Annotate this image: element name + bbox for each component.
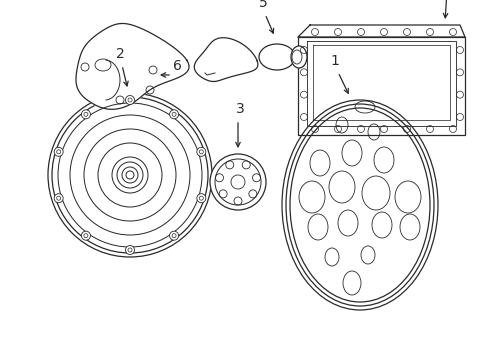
Circle shape [169, 231, 178, 240]
Circle shape [54, 147, 63, 156]
Text: 6: 6 [172, 59, 181, 73]
Circle shape [54, 194, 63, 203]
Circle shape [125, 95, 134, 104]
Circle shape [197, 147, 205, 156]
Circle shape [125, 246, 134, 255]
Circle shape [81, 231, 90, 240]
Ellipse shape [285, 104, 433, 306]
Circle shape [197, 194, 205, 203]
Circle shape [52, 97, 207, 253]
Text: 5: 5 [258, 0, 267, 10]
Polygon shape [194, 38, 257, 81]
Text: 3: 3 [235, 102, 244, 116]
Text: 1: 1 [330, 54, 339, 68]
Circle shape [169, 110, 178, 119]
Ellipse shape [289, 108, 429, 302]
Ellipse shape [259, 44, 294, 70]
Circle shape [209, 154, 265, 210]
Ellipse shape [282, 100, 437, 310]
Circle shape [48, 93, 212, 257]
Circle shape [81, 110, 90, 119]
Ellipse shape [290, 46, 306, 68]
Polygon shape [76, 23, 189, 109]
Text: 2: 2 [115, 47, 124, 61]
